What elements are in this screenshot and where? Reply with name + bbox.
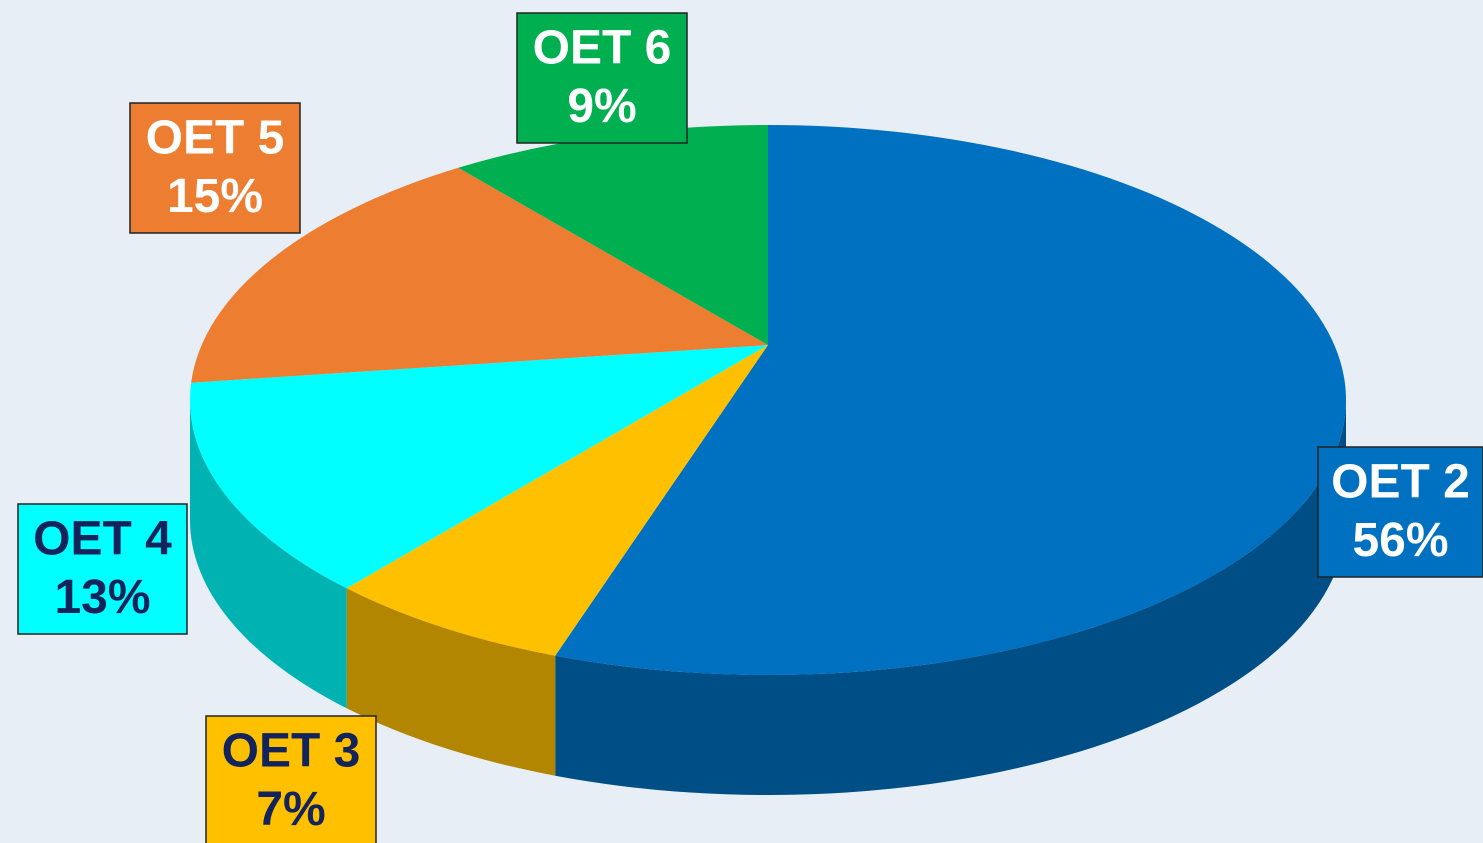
slice-side-shade [555, 400, 1347, 795]
slice [346, 345, 768, 656]
label-box [129, 102, 301, 234]
slice-side [555, 400, 1347, 795]
slice-label: OET 4 [33, 512, 172, 565]
slice-label: OET 2 [1331, 455, 1470, 508]
slice-side [346, 588, 556, 776]
value-label: 15% [167, 170, 263, 223]
label-box [516, 12, 688, 144]
slice-label: OET 6 [533, 21, 672, 74]
slice-label: OET 5 [146, 111, 285, 164]
slice-label: OET 3 [222, 724, 361, 777]
slice [190, 345, 768, 589]
value-label: 7% [256, 783, 325, 836]
label-box [205, 715, 377, 843]
slice-side [190, 400, 347, 709]
label-box [17, 503, 188, 635]
label-box [1317, 446, 1483, 578]
slice-side-shade [346, 588, 556, 776]
value-label: 9% [567, 80, 636, 133]
slice [458, 125, 768, 345]
slice-side-shade [190, 400, 347, 709]
slice [191, 167, 768, 383]
value-label: 13% [54, 571, 150, 624]
slice [555, 125, 1347, 676]
value-label: 56% [1352, 514, 1448, 567]
